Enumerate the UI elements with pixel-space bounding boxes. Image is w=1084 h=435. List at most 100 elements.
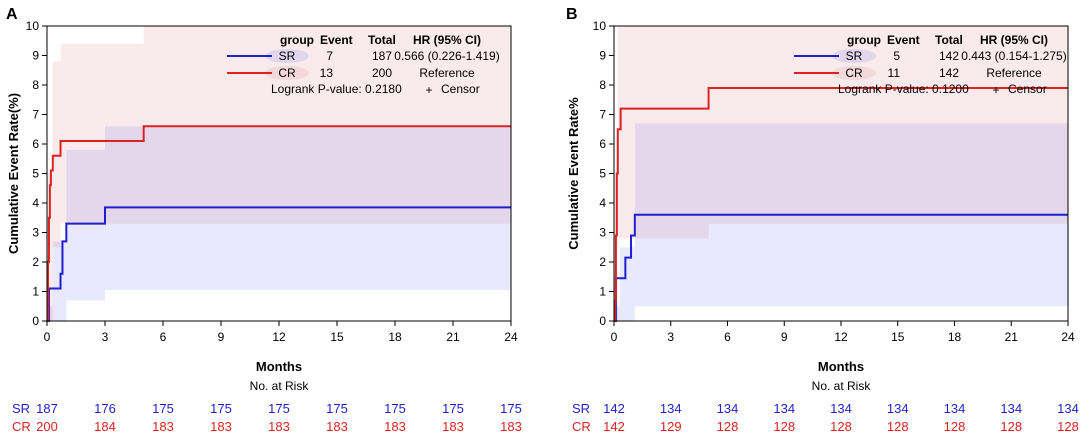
x-tick-label: 24 (504, 330, 518, 344)
legend-header: Total (368, 33, 396, 47)
legend-header: Total (935, 33, 963, 47)
legend-hr: 0.566 (0.226-1.419) (394, 49, 499, 63)
risk-count: 200 (36, 419, 58, 434)
risk-count: 183 (326, 419, 348, 434)
legend-header: Event (887, 33, 920, 47)
risk-count: 142 (603, 401, 625, 416)
confidence-band-sr (614, 123, 1068, 321)
risk-count: 183 (268, 419, 290, 434)
x-tick-label: 0 (611, 330, 618, 344)
y-tick-label: 2 (32, 255, 39, 269)
risk-count: 184 (94, 419, 116, 434)
logrank-pvalue: Logrank P-value: 0.2180 (271, 82, 402, 96)
y-tick-label: 2 (599, 255, 606, 269)
y-axis-title: Cumulative Event Rate% (566, 97, 581, 250)
risk-count: 175 (268, 401, 290, 416)
risk-count: 134 (773, 401, 795, 416)
confidence-band-cr (614, 26, 1068, 321)
risk-count: 134 (887, 401, 909, 416)
y-tick-label: 8 (599, 78, 606, 92)
x-tick-label: 15 (330, 330, 344, 344)
legend-hr: Reference (986, 66, 1042, 80)
risk-row-label: CR (572, 419, 591, 434)
risk-count: 134 (944, 401, 966, 416)
risk-table-title: No. at Risk (250, 379, 310, 393)
x-tick-label: 12 (272, 330, 286, 344)
x-tick-label: 9 (781, 330, 788, 344)
y-tick-label: 10 (593, 19, 607, 33)
y-tick-label: 6 (32, 137, 39, 151)
legend-band-swatch (832, 49, 876, 63)
legend-total: 142 (939, 66, 959, 80)
risk-table-title: No. at Risk (812, 379, 872, 393)
x-tick-label: 24 (1061, 330, 1075, 344)
risk-count: 128 (773, 419, 795, 434)
x-tick-label: 3 (102, 330, 109, 344)
risk-count: 134 (830, 401, 852, 416)
risk-count: 183 (384, 419, 406, 434)
risk-count: 175 (210, 401, 232, 416)
risk-count: 134 (1000, 401, 1022, 416)
risk-count: 183 (152, 419, 174, 434)
panel-label: A (6, 6, 18, 23)
y-tick-label: 8 (32, 78, 39, 92)
x-axis-title: Months (256, 359, 302, 374)
legend-band-swatch (832, 66, 876, 80)
y-axis-title: Cumulative Event Rate(%) (6, 93, 21, 254)
y-tick-label: 9 (599, 49, 606, 63)
x-tick-label: 3 (667, 330, 674, 344)
y-tick-label: 0 (599, 314, 606, 328)
risk-count: 187 (36, 401, 58, 416)
x-tick-label: 12 (834, 330, 848, 344)
y-tick-label: 1 (599, 285, 606, 299)
risk-count: 128 (830, 419, 852, 434)
y-tick-label: 5 (32, 167, 39, 181)
y-tick-label: 4 (599, 196, 606, 210)
censor-label: Censor (1008, 82, 1047, 96)
legend-group: CR (845, 66, 863, 80)
x-tick-label: 21 (1005, 330, 1019, 344)
y-tick-label: 7 (599, 108, 606, 122)
confidence-band-sr (47, 126, 511, 321)
y-tick-label: 3 (599, 226, 606, 240)
risk-count: 175 (384, 401, 406, 416)
censor-plus-icon: + (992, 83, 999, 97)
legend-band-swatch (265, 66, 309, 80)
risk-count: 183 (500, 419, 522, 434)
risk-count: 128 (717, 419, 739, 434)
x-tick-label: 6 (160, 330, 167, 344)
legend-group: SR (846, 49, 863, 63)
x-tick-label: 18 (388, 330, 402, 344)
risk-count: 128 (1000, 419, 1022, 434)
logrank-pvalue: Logrank P-value: 0.1200 (838, 82, 969, 96)
legend-hr: 0.443 (0.154-1.275) (961, 49, 1066, 63)
x-axis-title: Months (818, 359, 864, 374)
risk-count: 175 (152, 401, 174, 416)
legend-header: group (847, 33, 881, 47)
y-tick-label: 7 (32, 108, 39, 122)
censor-plus-icon: + (425, 83, 432, 97)
legend-total: 200 (372, 66, 392, 80)
risk-count: 176 (94, 401, 116, 416)
legend-header: group (280, 33, 314, 47)
legend: group Event Total HR (95% CI) SR 7 187 0.566 (0… (227, 33, 500, 97)
legend-event: 11 (888, 66, 901, 80)
y-tick-label: 5 (599, 167, 606, 181)
x-tick-label: 18 (948, 330, 962, 344)
risk-count: 175 (326, 401, 348, 416)
risk-count: 134 (1057, 401, 1079, 416)
legend-header: HR (95% CI) (413, 33, 481, 47)
y-tick-label: 4 (32, 196, 39, 210)
risk-row-label: SR (572, 401, 590, 416)
legend-group: CR (278, 66, 296, 80)
legend-event: 13 (320, 66, 334, 80)
risk-count: 134 (717, 401, 739, 416)
legend-total: 142 (939, 49, 959, 63)
x-tick-label: 6 (724, 330, 731, 344)
risk-count: 175 (500, 401, 522, 416)
legend-hr: Reference (419, 66, 475, 80)
risk-count: 142 (603, 419, 625, 434)
